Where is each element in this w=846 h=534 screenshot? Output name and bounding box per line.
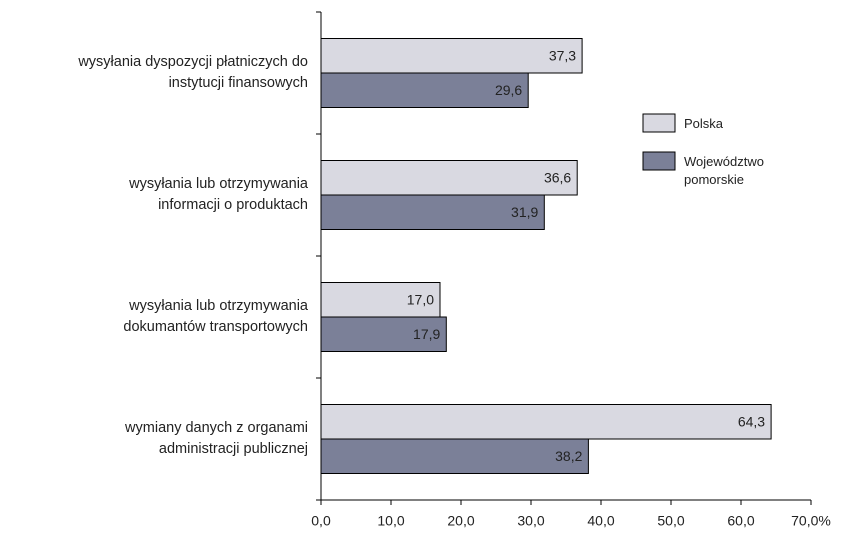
legend-swatch bbox=[642, 113, 676, 133]
category-label: wymiany danych z organami administracji … bbox=[125, 420, 308, 457]
x-tick-label: 40,0 bbox=[587, 513, 614, 529]
x-tick-label: 30,0 bbox=[517, 513, 544, 529]
bar bbox=[320, 194, 545, 230]
x-tick-label: 0,0 bbox=[311, 513, 331, 529]
value-label: 64,3 bbox=[738, 413, 765, 429]
x-tick-label: 20,0 bbox=[447, 513, 474, 529]
legend-label: Polska bbox=[684, 116, 724, 131]
category-label: wysyłania lub otrzymywania dokumantów tr… bbox=[123, 298, 308, 335]
bar bbox=[320, 38, 583, 74]
category-label: wysyłania lub otrzymywania informacji o … bbox=[129, 176, 308, 213]
x-tick-label: 50,0 bbox=[657, 513, 684, 529]
bar bbox=[320, 438, 589, 474]
legend-swatch bbox=[642, 151, 676, 171]
value-label: 29,6 bbox=[495, 82, 522, 98]
value-label: 38,2 bbox=[555, 448, 582, 464]
value-label: 36,6 bbox=[544, 169, 571, 185]
x-tick-label: 60,0 bbox=[727, 513, 754, 529]
bar bbox=[320, 316, 447, 352]
bar bbox=[320, 282, 441, 318]
value-label: 31,9 bbox=[511, 204, 538, 220]
value-label: 17,9 bbox=[413, 326, 440, 342]
value-label: 37,3 bbox=[549, 47, 576, 63]
legend-label: Województwo pomorskie bbox=[684, 154, 764, 187]
x-tick-label: 10,0 bbox=[377, 513, 404, 529]
value-label: 17,0 bbox=[407, 291, 434, 307]
bar bbox=[320, 72, 529, 108]
bar bbox=[320, 160, 578, 196]
category-label: wysyłania dyspozycji płatniczych do inst… bbox=[78, 54, 308, 91]
bar bbox=[320, 404, 772, 440]
x-tick-label: 70,0% bbox=[791, 513, 831, 529]
